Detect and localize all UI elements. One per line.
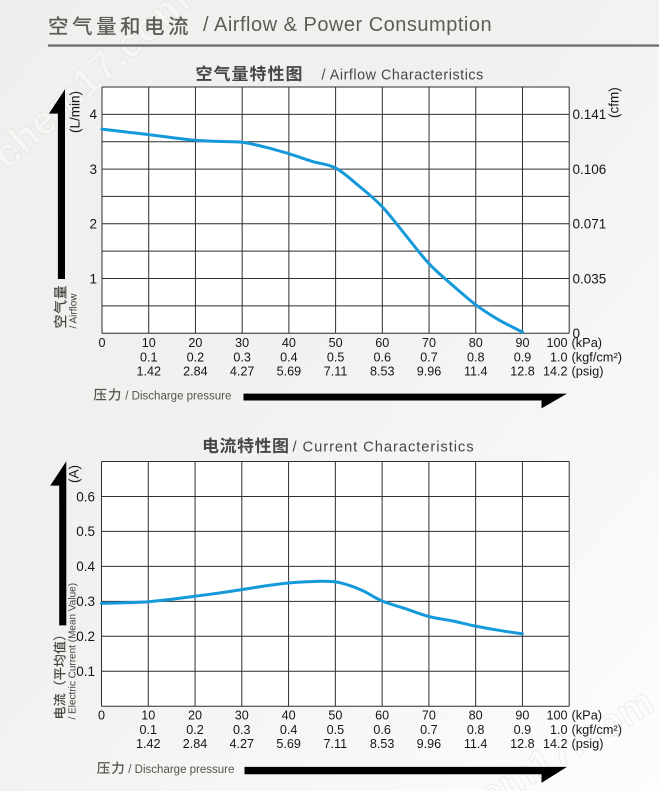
svg-text:(L/min): (L/min) bbox=[68, 91, 83, 133]
svg-text:40: 40 bbox=[282, 336, 296, 350]
svg-text:0.4: 0.4 bbox=[280, 723, 298, 737]
svg-text:(psig): (psig) bbox=[572, 736, 604, 751]
svg-text:4.27: 4.27 bbox=[230, 365, 255, 379]
svg-text:0.7: 0.7 bbox=[420, 350, 438, 364]
svg-text:(A): (A) bbox=[67, 465, 82, 483]
svg-text:0.5: 0.5 bbox=[327, 350, 345, 364]
svg-text:0: 0 bbox=[573, 326, 581, 341]
svg-text:/ Airflow: / Airflow bbox=[69, 293, 80, 329]
svg-text:5.69: 5.69 bbox=[277, 365, 302, 379]
svg-text:100: 100 bbox=[546, 336, 567, 350]
svg-text:0: 0 bbox=[98, 336, 105, 350]
svg-text:60: 60 bbox=[375, 336, 389, 350]
svg-text:80: 80 bbox=[469, 709, 483, 723]
svg-text:0.071: 0.071 bbox=[573, 217, 607, 232]
svg-text:100: 100 bbox=[546, 709, 567, 723]
svg-text:70: 70 bbox=[422, 336, 436, 350]
svg-text:(kPa): (kPa) bbox=[572, 708, 603, 723]
svg-text:0.6: 0.6 bbox=[374, 350, 392, 364]
svg-text:7.11: 7.11 bbox=[324, 365, 348, 379]
svg-text:0.4: 0.4 bbox=[280, 350, 298, 364]
svg-text:1.0: 1.0 bbox=[550, 723, 568, 737]
svg-text:20: 20 bbox=[188, 336, 202, 350]
svg-text:1.0: 1.0 bbox=[550, 350, 568, 364]
svg-text:14.2: 14.2 bbox=[543, 365, 568, 379]
svg-text:50: 50 bbox=[328, 709, 342, 723]
svg-text:90: 90 bbox=[515, 709, 529, 723]
svg-text:8.53: 8.53 bbox=[370, 365, 395, 379]
svg-text:0.2: 0.2 bbox=[187, 350, 205, 364]
svg-text:(kgf/cm²): (kgf/cm²) bbox=[572, 722, 622, 737]
svg-text:90: 90 bbox=[515, 336, 529, 350]
svg-text:11.4: 11.4 bbox=[464, 737, 488, 751]
svg-text:2.84: 2.84 bbox=[183, 737, 208, 751]
svg-text:5.69: 5.69 bbox=[276, 737, 301, 751]
svg-text:60: 60 bbox=[375, 709, 389, 723]
svg-text:7.11: 7.11 bbox=[324, 737, 348, 751]
svg-text:50: 50 bbox=[329, 336, 343, 350]
svg-text:/ Current Characteristics: / Current Characteristics bbox=[293, 440, 475, 456]
svg-text:0.8: 0.8 bbox=[467, 350, 485, 364]
svg-text:0: 0 bbox=[98, 709, 105, 723]
svg-text:(psig): (psig) bbox=[572, 364, 604, 379]
svg-text:0.1: 0.1 bbox=[140, 723, 158, 737]
svg-text:0.4: 0.4 bbox=[76, 559, 95, 574]
svg-text:1.42: 1.42 bbox=[136, 737, 161, 751]
svg-text:9.96: 9.96 bbox=[417, 365, 442, 379]
svg-text:0.141: 0.141 bbox=[573, 107, 607, 122]
svg-text:/ Discharge pressure: / Discharge pressure bbox=[125, 391, 231, 403]
svg-text:0.8: 0.8 bbox=[467, 723, 485, 737]
svg-text:0.2: 0.2 bbox=[186, 723, 204, 737]
svg-text:80: 80 bbox=[469, 336, 483, 350]
svg-text:10: 10 bbox=[142, 336, 156, 350]
svg-text:40: 40 bbox=[282, 709, 296, 723]
svg-text:0.3: 0.3 bbox=[233, 350, 251, 364]
svg-text:11.4: 11.4 bbox=[464, 365, 488, 379]
svg-text:14.2: 14.2 bbox=[543, 737, 568, 751]
svg-text:2.84: 2.84 bbox=[183, 365, 208, 379]
svg-text:0.3: 0.3 bbox=[233, 723, 251, 737]
svg-text:0.3: 0.3 bbox=[76, 594, 95, 609]
svg-text:4.27: 4.27 bbox=[230, 737, 255, 751]
svg-text:70: 70 bbox=[422, 709, 436, 723]
svg-text:0.6: 0.6 bbox=[373, 723, 391, 737]
svg-text:3: 3 bbox=[89, 162, 97, 177]
svg-text:2: 2 bbox=[89, 217, 97, 232]
svg-text:0.9: 0.9 bbox=[514, 350, 532, 364]
svg-text:1: 1 bbox=[89, 271, 97, 286]
svg-text:30: 30 bbox=[235, 709, 249, 723]
svg-text:/ Airflow & Power Consumption: / Airflow & Power Consumption bbox=[203, 14, 492, 36]
svg-text:9.96: 9.96 bbox=[417, 737, 442, 751]
svg-text:12.8: 12.8 bbox=[510, 365, 535, 379]
svg-text:20: 20 bbox=[188, 709, 202, 723]
svg-text:/ Discharge pressure: / Discharge pressure bbox=[128, 764, 234, 776]
svg-text:0.1: 0.1 bbox=[76, 664, 95, 679]
svg-text:/ Electric Current (Mean Value: / Electric Current (Mean Value) bbox=[68, 583, 79, 720]
svg-text:0.9: 0.9 bbox=[514, 723, 532, 737]
svg-text:0.6: 0.6 bbox=[76, 489, 95, 504]
svg-text:(kPa): (kPa) bbox=[572, 335, 603, 350]
svg-text:4: 4 bbox=[89, 107, 97, 122]
svg-text:(kgf/cm²): (kgf/cm²) bbox=[572, 349, 622, 364]
svg-text:0.1: 0.1 bbox=[140, 350, 158, 364]
svg-text:0.5: 0.5 bbox=[327, 723, 345, 737]
svg-text:0.2: 0.2 bbox=[76, 629, 95, 644]
svg-text:0.5: 0.5 bbox=[76, 524, 95, 539]
svg-text:1.42: 1.42 bbox=[136, 365, 161, 379]
svg-text:0.035: 0.035 bbox=[573, 271, 607, 286]
svg-text:8.53: 8.53 bbox=[370, 737, 395, 751]
svg-text:0.106: 0.106 bbox=[573, 162, 607, 177]
svg-text:12.8: 12.8 bbox=[510, 737, 535, 751]
svg-text:(cfm): (cfm) bbox=[607, 87, 622, 118]
svg-text:10: 10 bbox=[141, 709, 155, 723]
svg-text:/ Airflow Characteristics: / Airflow Characteristics bbox=[322, 68, 484, 84]
svg-text:0.7: 0.7 bbox=[420, 723, 438, 737]
svg-text:30: 30 bbox=[235, 336, 249, 350]
